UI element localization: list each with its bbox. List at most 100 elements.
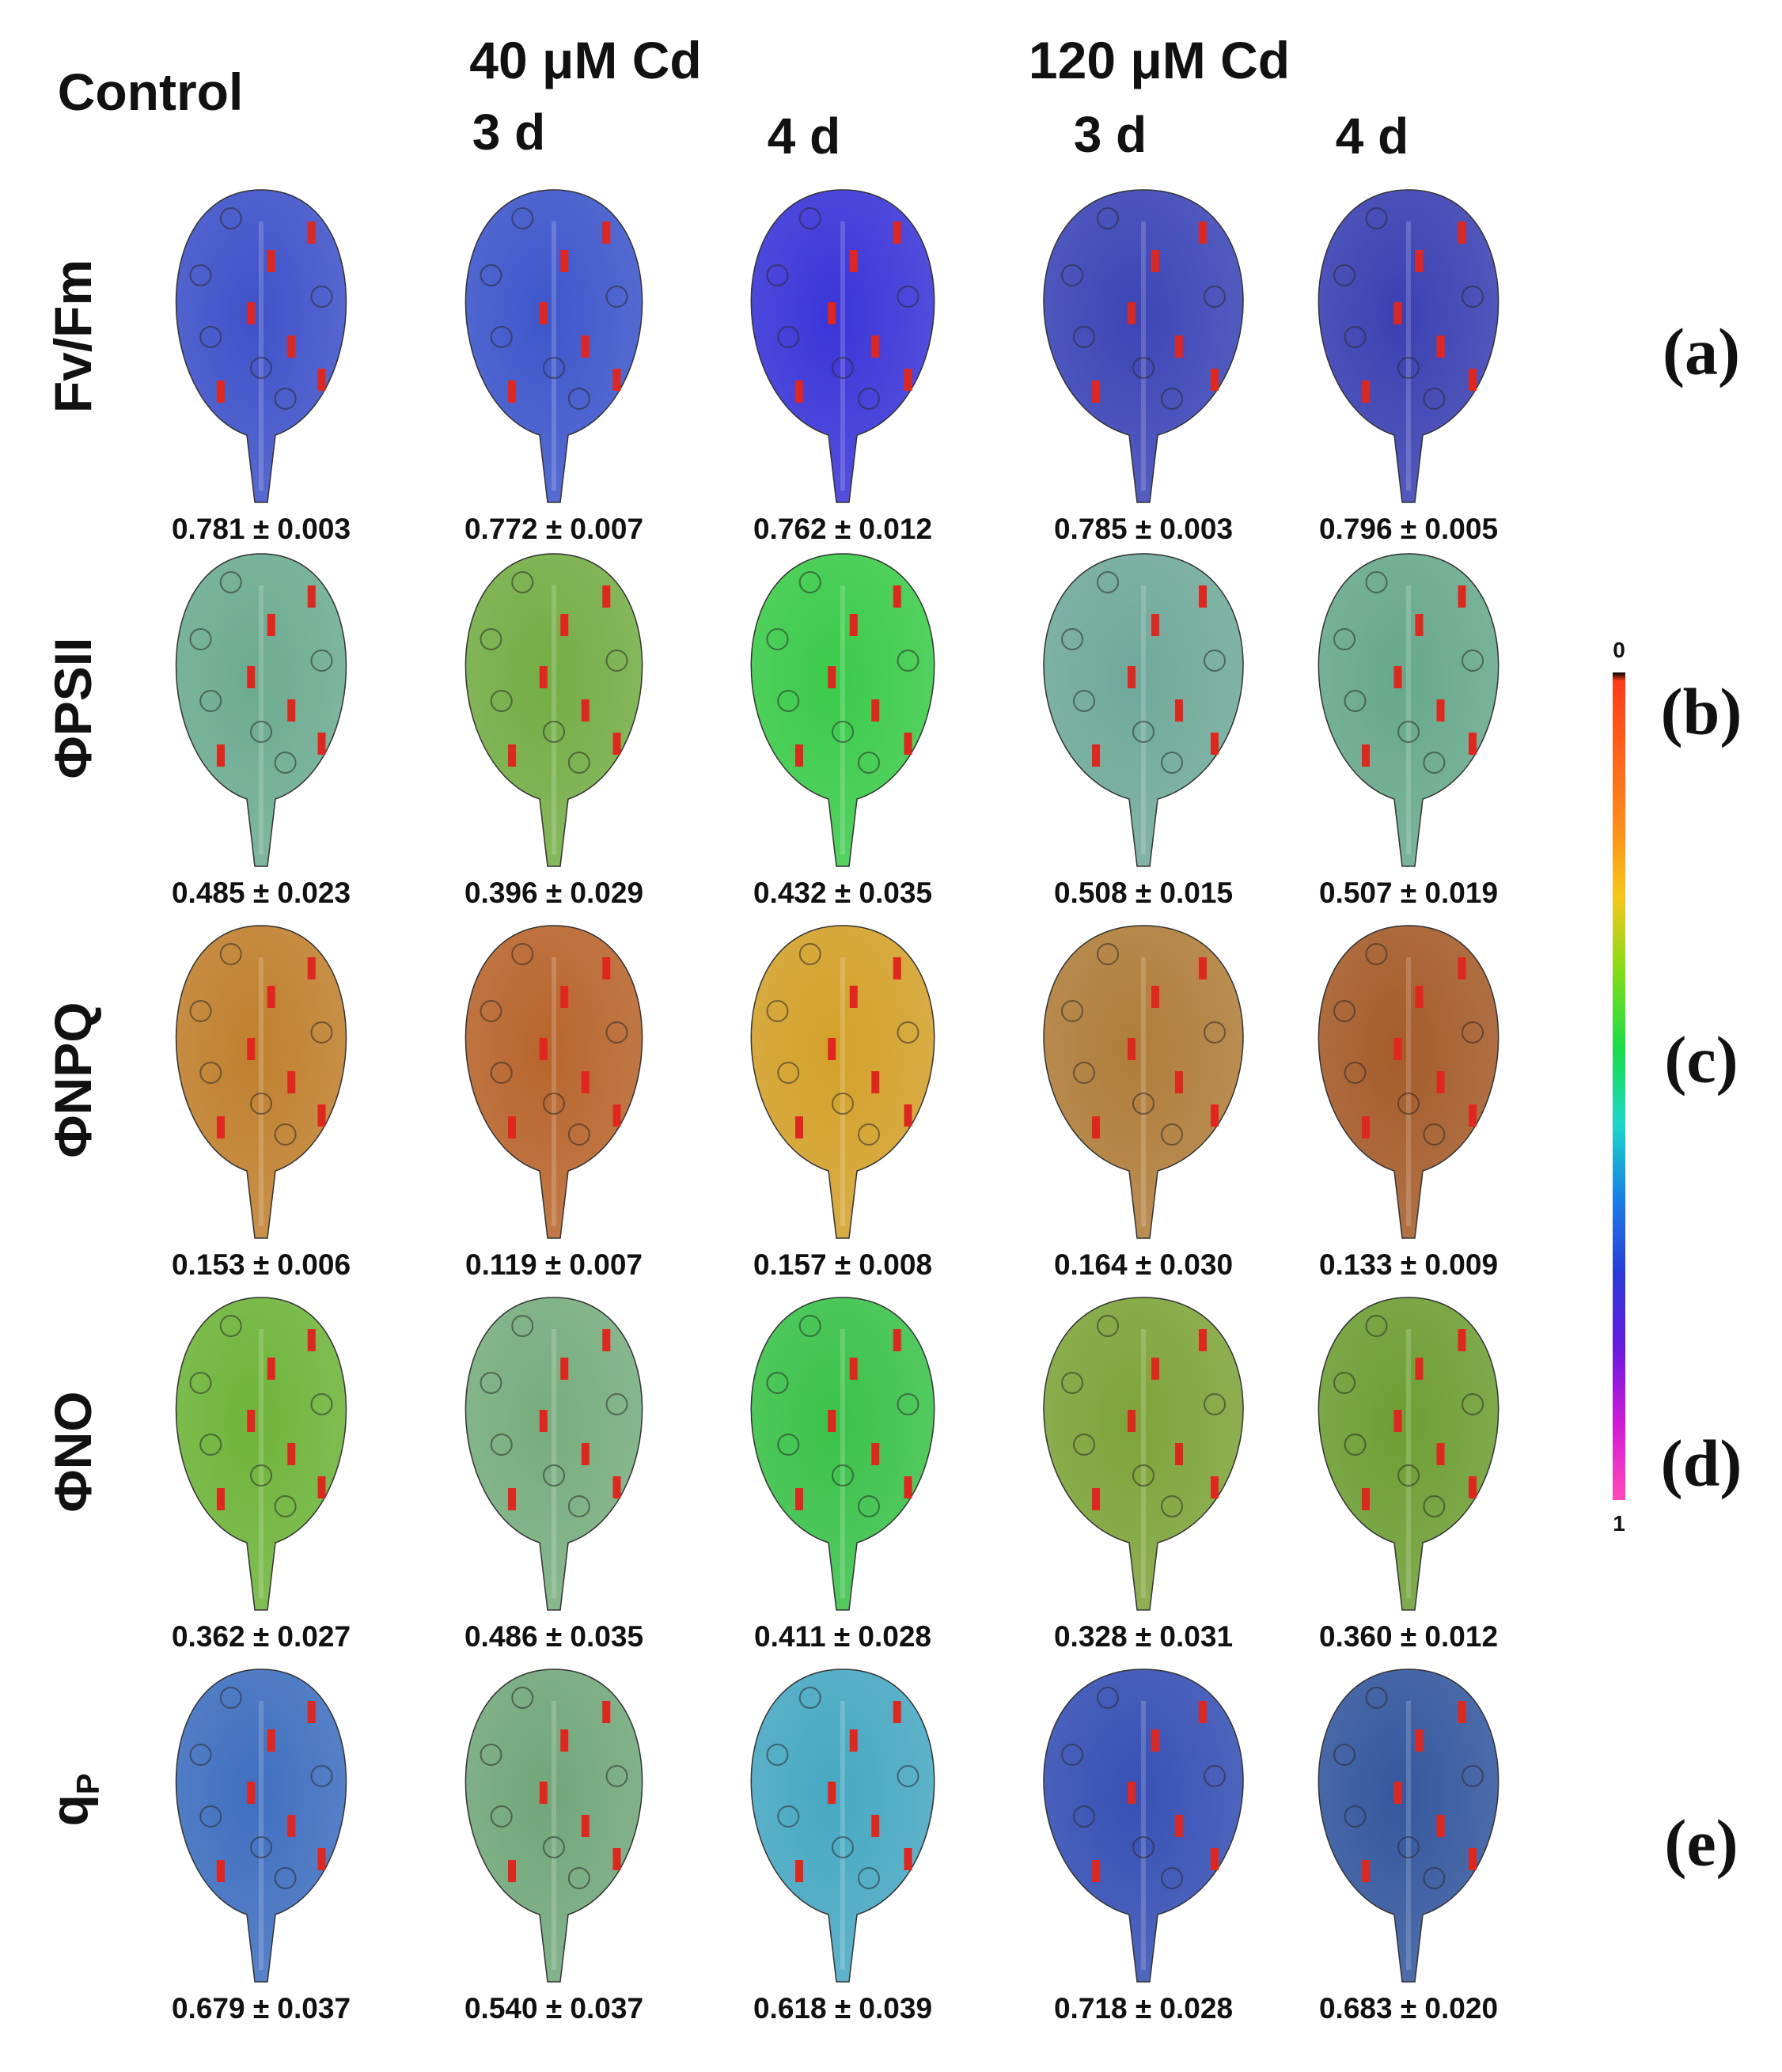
panel-label-e: (e): [1664, 1806, 1738, 1881]
aoi-marker: [795, 1116, 803, 1138]
colorbar-max-label: 1: [1613, 1511, 1625, 1536]
aoi-circle: [1333, 264, 1355, 286]
aoi-marker: [612, 1476, 621, 1498]
aoi-marker: [1436, 1071, 1445, 1093]
aoi-circle: [274, 1867, 297, 1889]
value-phino-40uM-3d: 0.486 ± 0.035: [464, 1620, 644, 1653]
aoi-circle: [832, 357, 854, 379]
aoi-circle: [1132, 1093, 1155, 1115]
aoi-marker: [612, 733, 621, 755]
aoi-circle: [777, 690, 800, 712]
aoi-circle: [189, 264, 212, 286]
value-fvfm-40uM-4d: 0.762 ± 0.012: [753, 513, 933, 545]
aoi-circle: [1073, 690, 1095, 712]
aoi-circle: [1132, 1464, 1155, 1487]
leaf-blade: [1043, 1297, 1244, 1611]
aoi-marker: [612, 1104, 621, 1127]
aoi-circle: [1397, 1836, 1420, 1858]
aoi-circle: [1462, 650, 1484, 672]
leaf-phipsii-control: [175, 553, 347, 867]
aoi-marker: [893, 585, 901, 608]
aoi-marker: [508, 1860, 516, 1882]
aoi-marker: [1362, 1860, 1370, 1882]
aoi-marker: [217, 1488, 225, 1510]
aoi-marker: [1415, 1729, 1424, 1752]
aoi-circle: [219, 1687, 242, 1709]
aoi-marker: [1128, 1038, 1136, 1060]
aoi-marker: [1128, 666, 1136, 688]
aoi-circle: [1161, 388, 1183, 410]
aoi-marker: [287, 1443, 296, 1465]
aoi-marker: [539, 1410, 548, 1432]
value-phinpq-40uM-3d: 0.119 ± 0.007: [464, 1248, 643, 1281]
aoi-marker: [1436, 1815, 1445, 1837]
aoi-circle: [832, 1464, 854, 1487]
aoi-circle: [189, 1744, 212, 1766]
aoi-marker: [247, 1410, 256, 1432]
aoi-circle: [832, 1093, 854, 1115]
aoi-marker: [1151, 614, 1159, 636]
aoi-marker: [871, 335, 880, 358]
aoi-circle: [1365, 1315, 1388, 1337]
leaf-qp-40uM-3d: [464, 1669, 643, 1983]
aoi-marker: [828, 1782, 836, 1804]
value-qp-40uM-3d: 0.540 ± 0.037: [464, 1992, 644, 2025]
aoi-marker: [1469, 369, 1477, 391]
aoi-marker: [1199, 1701, 1207, 1723]
value-phino-40uM-4d: 0.411 ± 0.028: [753, 1620, 932, 1653]
aoi-marker: [560, 250, 569, 272]
aoi-circle: [1161, 1867, 1183, 1889]
aoi-circle: [310, 1765, 333, 1787]
aoi-marker: [1362, 1116, 1370, 1138]
aoi-marker: [871, 1071, 880, 1093]
aoi-marker: [828, 666, 836, 688]
aoi-marker: [1199, 957, 1207, 979]
aoi-marker: [612, 369, 621, 391]
aoi-circle: [511, 571, 534, 593]
aoi-circle: [1333, 1000, 1355, 1022]
aoi-marker: [795, 1860, 803, 1882]
aoi-marker: [1175, 1815, 1183, 1837]
aoi-circle: [777, 1062, 800, 1084]
leaf-blade: [175, 553, 347, 867]
aoi-circle: [1423, 1495, 1446, 1517]
panel-label-b: (b): [1660, 675, 1742, 749]
aoi-marker: [581, 1443, 590, 1465]
aoi-marker: [508, 1488, 516, 1510]
aoi-marker: [1436, 699, 1445, 722]
aoi-circle: [199, 690, 222, 712]
header-40uM-4d: 4 d: [767, 108, 841, 165]
value-phinpq-120uM-3d: 0.164 ± 0.030: [1053, 1248, 1234, 1281]
aoi-marker: [307, 1701, 316, 1723]
panel-label-a: (a): [1663, 315, 1740, 389]
aoi-circle: [832, 1836, 854, 1858]
aoi-circle: [274, 752, 297, 774]
aoi-marker: [247, 302, 256, 324]
header-control: Control: [57, 63, 244, 121]
leaf-phino-120uM-3d: [1043, 1297, 1244, 1611]
panel-label-c: (c): [1664, 1023, 1738, 1097]
aoi-circle: [1397, 357, 1420, 379]
aoi-marker: [1151, 1729, 1159, 1752]
aoi-marker: [581, 699, 590, 722]
aoi-marker: [307, 222, 316, 244]
leaf-phipsii-120uM-3d: [1043, 553, 1244, 867]
colorbar-min-label: 0: [1613, 638, 1625, 662]
aoi-marker: [1458, 222, 1466, 244]
aoi-circle: [189, 628, 212, 650]
leaf-blade: [464, 553, 643, 867]
aoi-circle: [897, 1021, 919, 1044]
value-phipsii-120uM-4d: 0.507 ± 0.019: [1318, 877, 1499, 909]
leaf-fvfm-control: [175, 189, 347, 503]
value-qp-control: 0.679 ± 0.037: [171, 1992, 351, 2025]
value-phipsii-40uM-4d: 0.432 ± 0.035: [753, 877, 933, 909]
aoi-circle: [858, 1495, 880, 1517]
aoi-circle: [199, 1434, 222, 1456]
aoi-circle: [1097, 1315, 1119, 1337]
aoi-marker: [317, 1848, 326, 1870]
header-40uM-3d: 3 d: [472, 104, 546, 161]
aoi-circle: [480, 628, 502, 650]
aoi-marker: [828, 302, 836, 324]
aoi-marker: [602, 1701, 611, 1723]
aoi-marker: [893, 957, 901, 979]
